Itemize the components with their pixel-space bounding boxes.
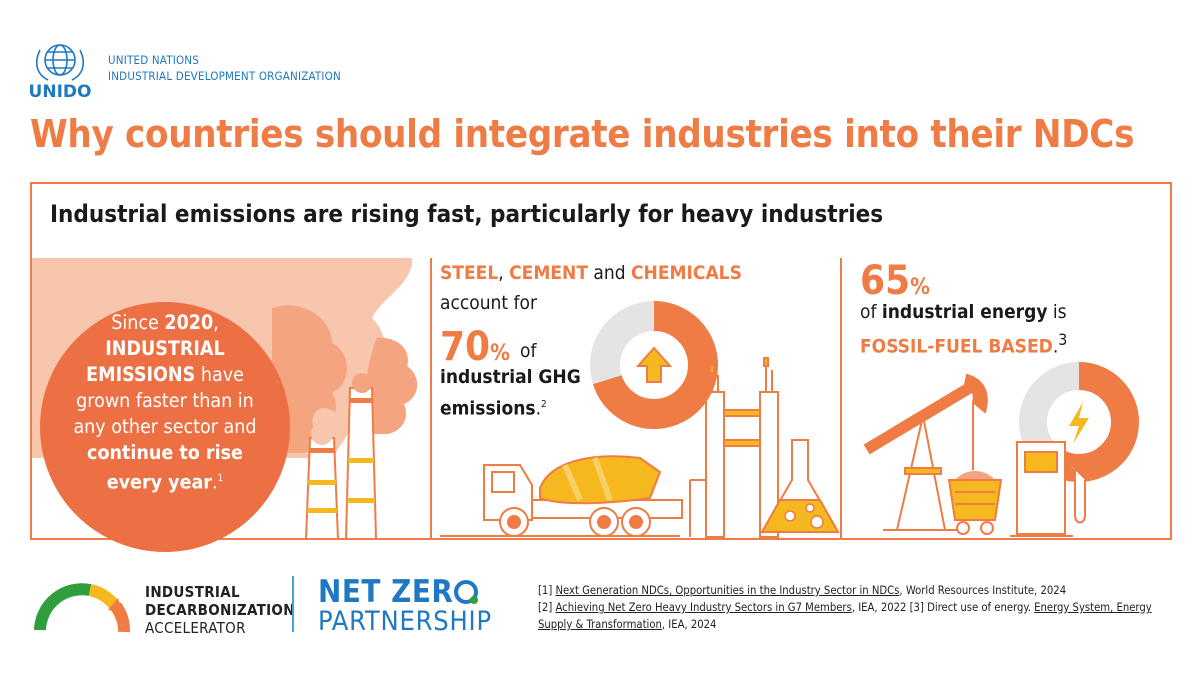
unido-logo-text: UNIDO <box>29 82 92 100</box>
ref2-tail: , IEA, 2022 [3] Direct use of energy. <box>851 601 1035 614</box>
ghg-label-line2: emissions <box>440 397 536 420</box>
ida-line3: ACCELERATOR <box>145 619 246 637</box>
footer-divider <box>292 576 294 632</box>
page-title: Why countries should integrate industrie… <box>30 112 1135 156</box>
emissions-growth-circle: Since 2020, INDUSTRIAL EMISSIONS have gro… <box>40 302 290 552</box>
growth-text-part4: . <box>211 470 218 494</box>
ref3-tail: , IEA, 2024 <box>661 618 717 631</box>
panel-divider-left <box>430 258 432 540</box>
growth-text-part1: Since <box>111 311 165 335</box>
growth-text-part2: , <box>213 311 219 335</box>
sectors-text: STEEL, CEMENT and CHEMICALS account for <box>440 258 742 318</box>
ghg-label-line1: industrial GHG <box>440 366 581 388</box>
energy-is: is <box>1047 301 1067 323</box>
ref1-number: [1] <box>538 584 556 597</box>
heavy-industry-illustration <box>440 301 840 538</box>
ghg-share-donut <box>590 301 718 429</box>
ghg-share-value: 70% <box>440 324 510 370</box>
ghg-of-text: of <box>520 340 537 362</box>
chimney-right <box>344 387 378 539</box>
net-zero-q-icon <box>454 580 479 604</box>
fossil-share-donut <box>1019 362 1139 482</box>
steel-plant-icon <box>689 357 779 538</box>
coal-cart-icon <box>947 471 1003 535</box>
oil-pumpjack-icon <box>863 373 988 531</box>
fossil-highlight: FOSSIL-FUEL BASED <box>860 335 1053 358</box>
nzp-line1: NET ZER <box>318 574 454 610</box>
sector-cement: CEMENT <box>509 262 588 284</box>
cement-truck-icon <box>440 455 683 537</box>
net-zero-partnership-logo: NET ZER PARTNERSHIP <box>318 577 492 637</box>
content-frame <box>30 182 1172 540</box>
chemical-flask-icon <box>760 439 840 533</box>
decarbonization-accelerator-logo-icon <box>34 583 130 633</box>
section-subtitle: Industrial emissions are rising fast, pa… <box>50 200 884 228</box>
ida-line1: INDUSTRIAL <box>145 583 240 601</box>
panel-divider-right <box>840 258 842 540</box>
ida-line2: DECARBONIZATION <box>145 601 295 619</box>
fuel-pump-icon <box>1010 441 1086 537</box>
growth-text-part3: have grown faster than in any other sect… <box>73 363 257 439</box>
fossil-energy-illustration <box>863 362 1139 537</box>
lightning-icon <box>1069 402 1089 444</box>
ref2-link[interactable]: Achieving Net Zero Heavy Industry Sector… <box>555 601 852 614</box>
up-arrow-icon <box>635 346 673 383</box>
emissions-growth-text: Since 2020, INDUSTRIAL EMISSIONS have gro… <box>68 310 263 496</box>
footnote-ref-1: 1 <box>217 473 224 485</box>
smoke-puffs <box>311 373 372 445</box>
sector-steel: STEEL <box>440 262 499 284</box>
energy-of: of <box>860 301 882 323</box>
ref1-tail: , World Resources Institute, 2024 <box>899 584 1067 597</box>
ref1-link[interactable]: Next Generation NDCs, Opportunities in t… <box>555 584 900 597</box>
unido-emblem-icon: UNIDO <box>29 44 92 100</box>
growth-highlight: INDUSTRIAL EMISSIONS <box>86 337 225 387</box>
ghg-share-number: 70 <box>440 324 491 370</box>
ghg-label: industrial GHG emissions.2 <box>440 366 581 420</box>
references: [1] Next Generation NDCs, Opportunities … <box>538 582 1168 633</box>
sector-chemicals: CHEMICALS <box>631 262 742 284</box>
ref2-number: [2] <box>538 601 556 614</box>
growth-year: 2020 <box>164 311 214 335</box>
ghg-share-percent: % <box>490 341 510 366</box>
organization-name: UNITED NATIONS INDUSTRIAL DEVELOPMENT OR… <box>108 52 341 84</box>
org-name-line2: INDUSTRIAL DEVELOPMENT ORGANIZATION <box>108 69 341 83</box>
fossil-share-percent: % <box>910 275 930 300</box>
chimney-left <box>304 437 340 539</box>
sector-separator: , <box>498 262 510 284</box>
fossil-energy-text: of industrial energy is FOSSIL-FUEL BASE… <box>860 301 1068 358</box>
fossil-share-number: 65 <box>860 258 911 304</box>
energy-highlight: industrial energy <box>881 301 1048 323</box>
org-name-line1: UNITED NATIONS <box>108 53 200 67</box>
growth-highlight2: continue to rise every year <box>87 441 243 494</box>
footnote-ref-2: 2 <box>541 399 547 410</box>
footnote-ref-3: 3 <box>1058 330 1068 349</box>
fossil-share-value: 65% <box>860 258 930 304</box>
sector-and: and <box>587 262 632 284</box>
ida-name: INDUSTRIAL DECARBONIZATION ACCELERATOR <box>145 583 295 637</box>
ref3-link[interactable]: Energy System, Energy Supply & Transform… <box>538 601 1152 631</box>
nzp-line2: PARTNERSHIP <box>318 606 492 637</box>
account-for-text: account for <box>440 292 538 314</box>
